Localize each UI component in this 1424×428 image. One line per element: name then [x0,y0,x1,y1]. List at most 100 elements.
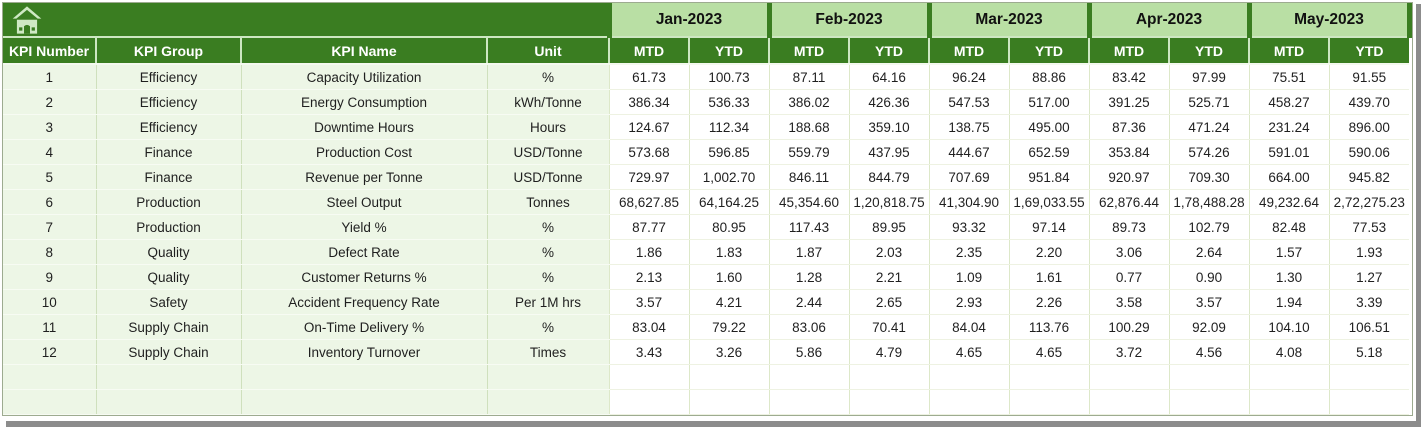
value-cell[interactable]: 5.18 [1328,339,1409,365]
value-cell[interactable]: 1.28 [768,264,849,290]
value-cell[interactable]: 2.44 [768,289,849,315]
value-cell[interactable]: 79.22 [688,314,769,340]
value-cell[interactable]: 2.35 [928,239,1009,265]
column-header-feb-2023-ytd[interactable]: YTD [848,37,929,65]
value-cell[interactable]: 3.06 [1088,239,1169,265]
kpi-unit-cell[interactable]: kWh/Tonne [486,89,609,115]
empty-cell[interactable] [1328,364,1409,390]
kpi-number-cell[interactable]: 6 [3,189,96,215]
value-cell[interactable]: 3.39 [1328,289,1409,315]
value-cell[interactable]: 4.79 [848,339,929,365]
value-cell[interactable]: 559.79 [768,139,849,165]
kpi-name-cell[interactable]: Downtime Hours [240,114,487,140]
value-cell[interactable]: 525.71 [1168,89,1249,115]
value-cell[interactable]: 138.75 [928,114,1009,140]
kpi-name-cell[interactable]: Steel Output [240,189,487,215]
value-cell[interactable]: 91.55 [1328,64,1409,90]
value-cell[interactable]: 1.61 [1008,264,1089,290]
kpi-group-cell[interactable]: Finance [95,139,241,165]
empty-cell[interactable] [240,364,487,390]
kpi-number-cell[interactable]: 2 [3,89,96,115]
value-cell[interactable]: 93.32 [928,214,1009,240]
value-cell[interactable]: 188.68 [768,114,849,140]
kpi-unit-cell[interactable]: % [486,64,609,90]
column-header-mar-2023-mtd[interactable]: MTD [928,37,1009,65]
value-cell[interactable]: 3.58 [1088,289,1169,315]
value-cell[interactable]: 2.93 [928,289,1009,315]
value-cell[interactable]: 124.67 [608,114,689,140]
empty-cell[interactable] [1168,364,1249,390]
kpi-number-cell[interactable]: 8 [3,239,96,265]
kpi-name-cell[interactable]: Production Cost [240,139,487,165]
empty-cell[interactable] [240,389,487,415]
empty-cell[interactable] [768,389,849,415]
kpi-number-cell[interactable]: 3 [3,114,96,140]
value-cell[interactable]: 4.21 [688,289,769,315]
value-cell[interactable]: 664.00 [1248,164,1329,190]
value-cell[interactable]: 102.79 [1168,214,1249,240]
value-cell[interactable]: 41,304.90 [928,189,1009,215]
empty-cell[interactable] [1248,364,1329,390]
value-cell[interactable]: 89.95 [848,214,929,240]
kpi-unit-cell[interactable]: % [486,239,609,265]
empty-cell[interactable] [1328,389,1409,415]
empty-cell[interactable] [1008,389,1089,415]
value-cell[interactable]: 83.42 [1088,64,1169,90]
empty-cell[interactable] [486,389,609,415]
value-cell[interactable]: 2.13 [608,264,689,290]
value-cell[interactable]: 75.51 [1248,64,1329,90]
value-cell[interactable]: 547.53 [928,89,1009,115]
value-cell[interactable]: 495.00 [1008,114,1089,140]
empty-cell[interactable] [3,364,96,390]
value-cell[interactable]: 1.83 [688,239,769,265]
kpi-number-cell[interactable]: 4 [3,139,96,165]
kpi-unit-cell[interactable]: Tonnes [486,189,609,215]
empty-cell[interactable] [688,364,769,390]
value-cell[interactable]: 3.43 [608,339,689,365]
value-cell[interactable]: 84.04 [928,314,1009,340]
kpi-group-cell[interactable]: Efficiency [95,114,241,140]
value-cell[interactable]: 5.86 [768,339,849,365]
value-cell[interactable]: 3.57 [1168,289,1249,315]
kpi-group-cell[interactable]: Production [95,189,241,215]
value-cell[interactable]: 4.65 [1008,339,1089,365]
kpi-unit-cell[interactable]: USD/Tonne [486,164,609,190]
value-cell[interactable]: 0.90 [1168,264,1249,290]
value-cell[interactable]: 80.95 [688,214,769,240]
kpi-number-cell[interactable]: 5 [3,164,96,190]
value-cell[interactable]: 1.27 [1328,264,1409,290]
value-cell[interactable]: 439.70 [1328,89,1409,115]
value-cell[interactable]: 1,002.70 [688,164,769,190]
month-header-feb-2023[interactable]: Feb-2023 [766,3,932,38]
kpi-name-cell[interactable]: Capacity Utilization [240,64,487,90]
value-cell[interactable]: 573.68 [608,139,689,165]
empty-cell[interactable] [95,389,241,415]
kpi-unit-cell[interactable]: % [486,214,609,240]
value-cell[interactable]: 88.86 [1008,64,1089,90]
value-cell[interactable]: 61.73 [608,64,689,90]
kpi-number-cell[interactable]: 7 [3,214,96,240]
value-cell[interactable]: 359.10 [848,114,929,140]
value-cell[interactable]: 591.01 [1248,139,1329,165]
value-cell[interactable]: 68,627.85 [608,189,689,215]
value-cell[interactable]: 1,69,033.55 [1008,189,1089,215]
empty-cell[interactable] [95,364,241,390]
empty-cell[interactable] [3,389,96,415]
value-cell[interactable]: 729.97 [608,164,689,190]
kpi-group-cell[interactable]: Production [95,214,241,240]
value-cell[interactable]: 87.77 [608,214,689,240]
empty-cell[interactable] [848,364,929,390]
kpi-name-cell[interactable]: Inventory Turnover [240,339,487,365]
column-header-feb-2023-mtd[interactable]: MTD [768,37,849,65]
value-cell[interactable]: 1.30 [1248,264,1329,290]
kpi-group-cell[interactable]: Quality [95,264,241,290]
kpi-group-cell[interactable]: Supply Chain [95,339,241,365]
value-cell[interactable]: 82.48 [1248,214,1329,240]
value-cell[interactable]: 113.76 [1008,314,1089,340]
value-cell[interactable]: 3.57 [608,289,689,315]
value-cell[interactable]: 920.97 [1088,164,1169,190]
value-cell[interactable]: 4.65 [928,339,1009,365]
empty-cell[interactable] [1248,389,1329,415]
kpi-unit-cell[interactable]: Per 1M hrs [486,289,609,315]
kpi-name-cell[interactable]: Customer Returns % [240,264,487,290]
